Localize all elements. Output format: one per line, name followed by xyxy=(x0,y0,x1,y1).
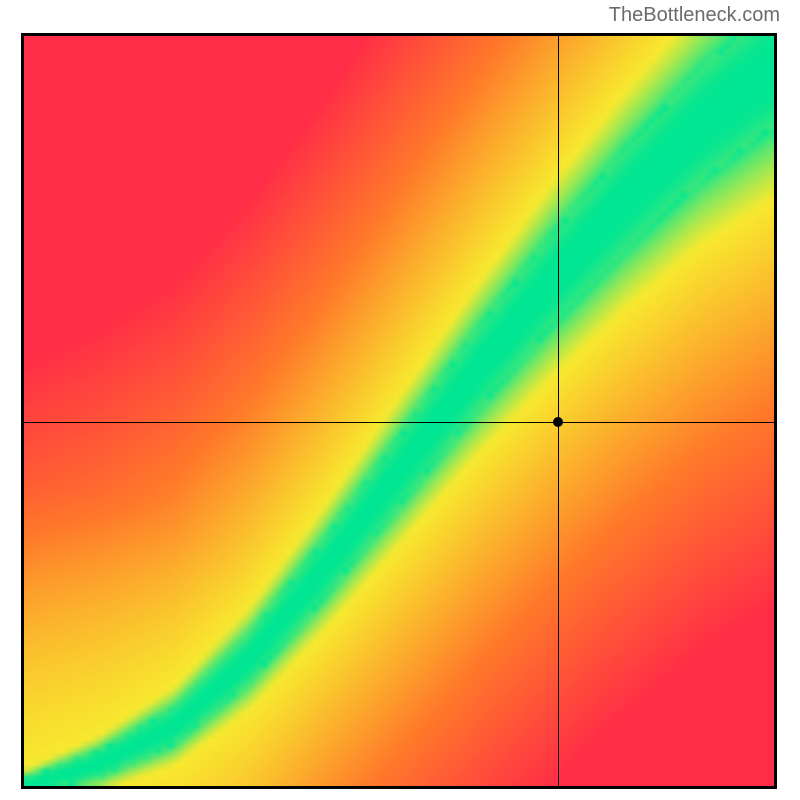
chart-container: TheBottleneck.com xyxy=(0,0,800,800)
heatmap-canvas xyxy=(24,36,774,786)
watermark-text: TheBottleneck.com xyxy=(609,4,780,27)
crosshair-horizontal xyxy=(24,422,774,423)
crosshair-vertical xyxy=(558,36,559,786)
heatmap-plot xyxy=(21,33,777,789)
